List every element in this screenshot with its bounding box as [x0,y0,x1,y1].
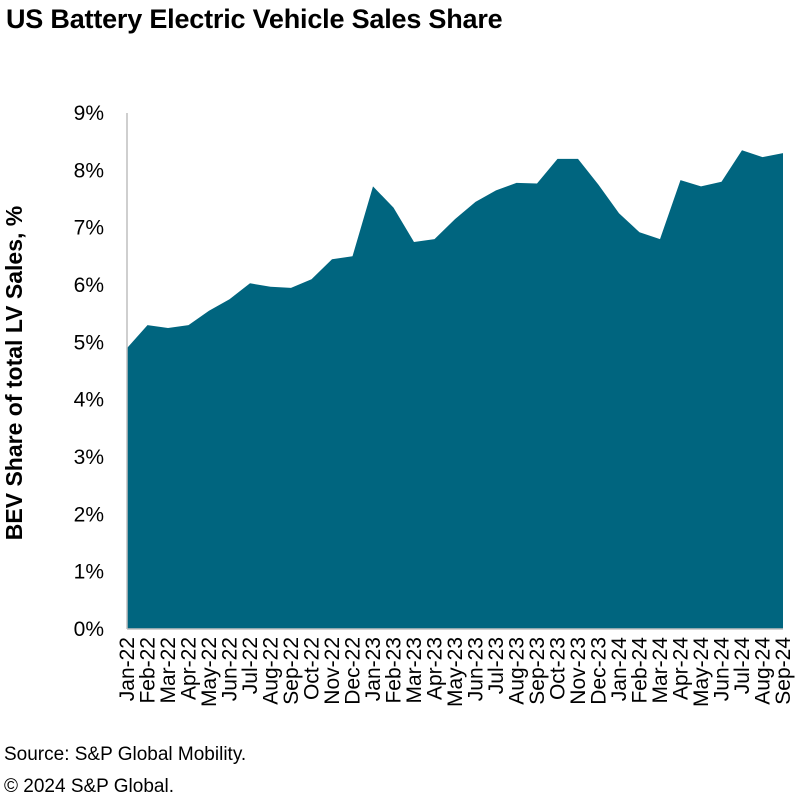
y-axis-ticks: 0% 1% 2% 3% 4% 5% 6% 7% 8% 9% [74,102,104,641]
y-tick-label: 2% [74,503,104,526]
x-tick-label: Mar-22 [157,637,180,704]
x-tick-label: Sep-22 [280,637,303,705]
x-tick-label: Jul-22 [239,637,262,694]
x-tick-label: Nov-22 [321,637,344,705]
x-tick-label: Dec-22 [342,637,365,705]
y-tick-label: 8% [74,159,104,182]
area-series [127,150,783,630]
y-tick-label: 0% [74,618,104,641]
axis-lines [126,113,783,630]
x-tick-label: Jul-24 [731,637,754,695]
y-tick-label: 4% [74,389,104,412]
x-tick-label: Apr-23 [424,637,447,700]
y-axis-label: BEV Share of total LV Sales, % [1,206,27,540]
x-tick-label: Oct-22 [301,637,324,700]
x-tick-label: Jan-24 [608,637,631,702]
y-tick-label: 3% [74,446,104,469]
x-tick-label: Jul-23 [485,637,508,694]
x-tick-label: Jan-22 [116,637,139,701]
y-tick-label: 5% [74,331,104,354]
x-tick-label: Sep-24 [772,637,795,705]
x-tick-label: Jun-22 [219,637,242,701]
x-tick-label: May-22 [198,637,221,707]
chart-title: US Battery Electric Vehicle Sales Share [6,4,503,34]
source-note: Source: S&P Global Mobility. [4,744,247,765]
x-axis-ticks: Jan-22Feb-22Mar-22Apr-22May-22Jun-22Jul-… [116,637,795,707]
area-series-fill [127,150,783,630]
y-tick-label: 6% [74,274,104,297]
x-tick-label: Feb-23 [383,637,406,704]
x-tick-label: Nov-23 [567,637,590,705]
x-tick-label: Dec-23 [588,637,611,705]
x-tick-label: Jun-23 [465,637,488,701]
copyright-note: © 2024 S&P Global. [4,776,174,797]
x-tick-label: Apr-22 [178,637,201,700]
x-tick-label: Jan-23 [362,637,385,701]
x-tick-label: Feb-22 [137,637,160,704]
y-tick-label: 9% [74,102,104,125]
x-tick-label: Aug-24 [752,637,775,705]
x-tick-label: Apr-24 [670,637,693,700]
y-tick-label: 1% [74,561,104,584]
x-tick-label: May-24 [690,637,713,707]
y-tick-label: 7% [74,217,104,240]
x-tick-label: Sep-23 [526,637,549,705]
x-tick-label: Mar-24 [649,637,672,704]
x-tick-label: Aug-23 [506,637,529,705]
x-tick-label: May-23 [444,637,467,707]
x-tick-label: Oct-23 [547,637,570,700]
x-tick-label: Feb-24 [629,637,652,704]
x-tick-label: Aug-22 [260,637,283,705]
x-tick-label: Mar-23 [403,637,426,704]
x-tick-label: Jun-24 [711,637,734,702]
